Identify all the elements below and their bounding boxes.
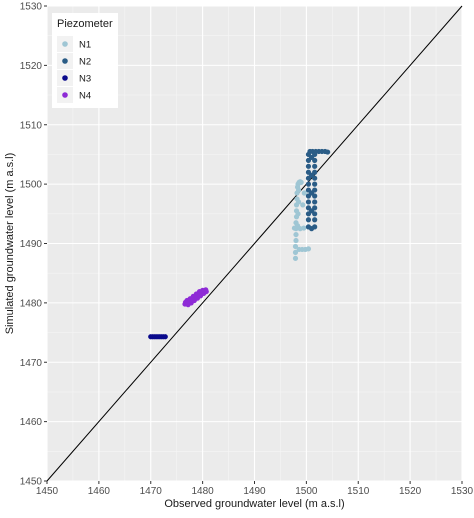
y-axis-ticks: 1450 1460 1470 1480 1490 1500 1510 1520 1530 (20, 2, 47, 488)
legend-key-n2 (62, 58, 68, 64)
point-n2 (312, 217, 318, 223)
x-tick-label: 1450 (36, 486, 59, 497)
y-tick-label: 1510 (20, 120, 43, 131)
point-n1 (301, 190, 307, 196)
legend-key-n4 (62, 92, 68, 98)
point-n2 (305, 181, 312, 187)
x-tick-label: 1460 (88, 486, 111, 497)
legend-key-n3 (62, 75, 68, 81)
legend-title: Piezometer (57, 18, 113, 30)
y-tick-label: 1450 (20, 477, 43, 488)
y-axis-title: Simulated groundwater level (m a.s.l) (4, 153, 16, 335)
legend: Piezometer N1 N2 N3 N4 (52, 13, 118, 108)
legend-items: N1 N2 N3 N4 (57, 36, 91, 103)
point-n2 (308, 172, 315, 178)
point-n1 (295, 187, 302, 193)
point-n1 (295, 199, 302, 205)
point-n1 (293, 231, 299, 238)
y-tick-label: 1460 (20, 417, 43, 428)
point-n2 (305, 163, 312, 169)
series-n2 (305, 148, 331, 232)
legend-label-n4: N4 (79, 91, 91, 102)
series-n4 (182, 287, 209, 308)
point-n1 (293, 237, 299, 244)
x-tick-label: 1490 (243, 486, 266, 497)
x-tick-label: 1470 (140, 486, 163, 497)
point-n2 (312, 199, 318, 205)
point-n1 (301, 225, 307, 231)
point-n4 (184, 300, 191, 307)
point-n2 (308, 154, 315, 161)
y-tick-label: 1530 (20, 2, 43, 13)
point-n1 (292, 249, 299, 256)
x-tick-label: 1510 (347, 486, 370, 497)
legend-key-n1 (62, 41, 68, 47)
point-n2 (325, 149, 331, 155)
x-axis-ticks: 1450 1460 1470 1480 1490 1500 1510 1520 1530 (36, 481, 474, 497)
point-n1 (300, 202, 306, 208)
x-axis-title: Observed groundwater level (m a.s.l) (164, 498, 344, 510)
point-n3 (162, 334, 168, 340)
legend-label-n1: N1 (79, 40, 91, 51)
point-n1 (291, 225, 298, 231)
x-tick-label: 1480 (192, 486, 215, 497)
point-n4 (201, 288, 207, 295)
point-n1 (292, 255, 299, 261)
point-n2 (308, 226, 315, 232)
point-n2 (312, 181, 318, 187)
point-n2 (308, 190, 315, 196)
y-tick-label: 1490 (20, 239, 43, 250)
point-n1 (305, 246, 312, 252)
point-n2 (312, 163, 318, 169)
x-tick-label: 1530 (451, 486, 474, 497)
y-tick-label: 1500 (20, 180, 43, 191)
point-n4 (189, 296, 195, 302)
point-n2 (305, 217, 312, 223)
series-n1 (291, 179, 312, 261)
y-tick-label: 1480 (20, 298, 43, 309)
identity-line (46, 5, 463, 482)
point-n4 (197, 291, 203, 297)
legend-label-n3: N3 (79, 74, 91, 85)
point-n1 (298, 179, 304, 185)
y-tick-label: 1470 (20, 358, 43, 369)
legend-label-n2: N2 (79, 57, 91, 68)
series-n3 (148, 334, 168, 340)
point-n1 (295, 211, 301, 217)
y-tick-label: 1520 (20, 61, 43, 72)
point-n1 (292, 243, 299, 250)
point-n2 (305, 199, 312, 205)
data-points (148, 148, 331, 340)
x-tick-label: 1500 (295, 486, 318, 497)
x-tick-label: 1520 (399, 486, 422, 497)
point-n2 (308, 208, 315, 214)
